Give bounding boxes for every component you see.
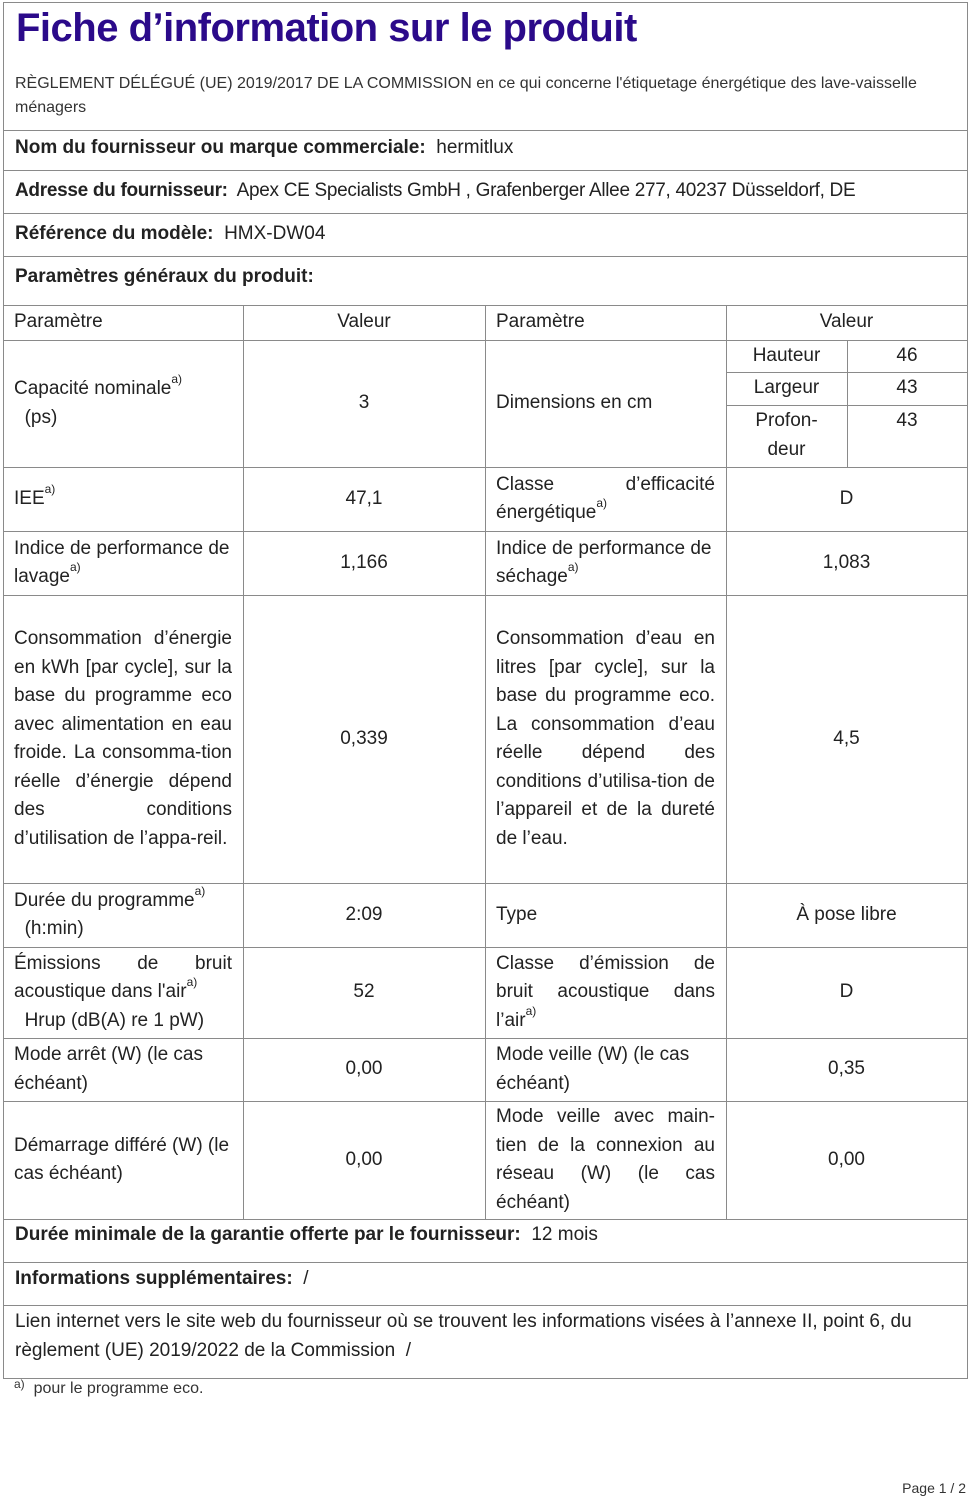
address-value: Apex CE Specialists GmbH , Grafenberger … (236, 180, 856, 201)
noise-label: Émissions de bruit acoustique dans l'air (14, 952, 232, 1003)
off-mode-label: Mode arrêt (W) (le cas échéant) (3, 1038, 244, 1102)
divider (3, 170, 967, 171)
footnote-mark: a) (596, 496, 608, 510)
header-parametre-2: Paramètre (485, 305, 727, 341)
divider (3, 1262, 967, 1263)
wash-index-value: 1,166 (243, 531, 486, 596)
energy-class-label: Classe d’efficacité énergétique (496, 473, 715, 524)
off-mode-value: 0,00 (243, 1038, 486, 1102)
duration-label: Durée du programme (14, 889, 195, 911)
link-label: Lien internet vers le site web du fourni… (15, 1311, 912, 1361)
depth-value: 43 (847, 405, 968, 468)
duration-value: 2:09 (243, 883, 486, 948)
general-params-row: Paramètres généraux du produit: (15, 266, 314, 288)
page-title: Fiche d’information sur le produit (16, 6, 637, 50)
additional-row: Informations supplémentaires: / (15, 1268, 309, 1290)
model-label: Référence du modèle: (15, 223, 214, 244)
capacity-value: 3 (243, 340, 486, 468)
depth-label: Profon-deur (726, 405, 848, 468)
footnote-mark: a) (186, 975, 198, 990)
delay-start-value: 0,00 (243, 1101, 486, 1220)
noise-label-cell: Émissions de bruit acoustique dans l'air… (3, 947, 244, 1039)
warranty-value: 12 mois (531, 1224, 598, 1245)
wash-index-label-cell: Indice de performance de lavagea) (3, 531, 244, 596)
warranty-row: Durée minimale de la garantie offerte pa… (15, 1224, 598, 1246)
capacity-label: Capacité nominale (14, 378, 172, 399)
type-value: À pose libre (726, 883, 968, 948)
supplier-row: Nom du fournisseur ou marque commerciale… (15, 137, 513, 159)
dimensions-label: Dimensions en cm (485, 340, 727, 468)
networked-standby-value: 0,00 (726, 1101, 968, 1220)
footnote-mark: a) (14, 1377, 25, 1391)
supplier-value: hermitlux (436, 137, 514, 158)
page-number: Page 1 / 2 (902, 1480, 966, 1496)
water-label: Consommation d’eau en litres [par cycle]… (496, 628, 715, 849)
general-params-label: Paramètres généraux du produit: (15, 266, 314, 287)
type-label: Type (485, 883, 727, 948)
warranty-label: Durée minimale de la garantie offerte pa… (15, 1224, 521, 1245)
regulation-text: RÈGLEMENT DÉLÉGUÉ (UE) 2019/2017 DE LA C… (15, 75, 917, 116)
energy-class-value: D (726, 467, 968, 532)
link-value: / (405, 1340, 412, 1361)
noise-class-label-cell: Classe d’émission de bruit acoustique da… (485, 947, 727, 1039)
delay-start-label: Démarrage différé (W) (le cas échéant) (3, 1101, 244, 1220)
header-valeur-1: Valeur (243, 305, 486, 341)
capacity-label-cell: Capacité nominalea) (ps) (3, 340, 244, 468)
divider (3, 256, 967, 257)
divider (3, 213, 967, 214)
divider (3, 130, 967, 131)
standby-value: 0,35 (726, 1038, 968, 1102)
duration-label-cell: Durée du programmea) (h:min) (3, 883, 244, 948)
noise-class-label: Classe d’émission de bruit acoustique da… (496, 952, 715, 1031)
noise-value: 52 (243, 947, 486, 1039)
dry-index-value: 1,083 (726, 531, 968, 596)
noise-class-value: D (726, 947, 968, 1039)
standby-label: Mode veille (W) (le cas échéant) (485, 1038, 727, 1102)
iee-value: 47,1 (243, 467, 486, 532)
footnote-mark: a) (567, 560, 579, 574)
header-valeur-2: Valeur (726, 305, 968, 341)
model-row: Référence du modèle: HMX-DW04 (15, 223, 325, 245)
iee-label: IEE (14, 487, 45, 509)
width-label: Largeur (726, 372, 848, 406)
footnote-mark: a) (70, 560, 81, 574)
energy-label-cell: Consommation d’énergie en kWh [par cycle… (3, 595, 244, 884)
width-value: 43 (847, 372, 968, 406)
link-row: Lien internet vers le site web du fourni… (15, 1307, 955, 1365)
header-parametre-1: Paramètre (3, 305, 244, 341)
model-value: HMX-DW04 (224, 223, 326, 244)
energy-label: Consommation d’énergie en kWh [par cycle… (14, 628, 232, 849)
footnote-mark: a) (171, 372, 183, 386)
energy-class-label-cell: Classe d’efficacité énergétiquea) (485, 467, 727, 532)
wash-index-label: Indice de performance de lavage (14, 537, 230, 588)
iee-label-cell: IEEa) (3, 467, 244, 532)
height-value: 46 (847, 340, 968, 373)
height-label: Hauteur (726, 340, 848, 373)
footnote: a) pour le programme eco. (14, 1377, 204, 1398)
networked-standby-label: Mode veille avec main-tien de la connexi… (496, 1106, 715, 1213)
noise-unit: Hrup (dB(A) re 1 pW) (24, 1009, 205, 1031)
dry-index-label: Indice de performance de séchage (496, 537, 712, 588)
water-value: 4,5 (726, 595, 968, 884)
water-label-cell: Consommation d’eau en litres [par cycle]… (485, 595, 727, 884)
address-label: Adresse du fournisseur: (15, 180, 228, 201)
networked-standby-label-cell: Mode veille avec main-tien de la connexi… (485, 1101, 727, 1220)
capacity-unit: (ps) (24, 406, 58, 428)
address-row: Adresse du fournisseur: Apex CE Speciali… (15, 180, 856, 202)
footnote-mark: a) (194, 883, 206, 898)
footnote-mark: a) (525, 1003, 537, 1018)
energy-value: 0,339 (243, 595, 486, 884)
divider (3, 1305, 967, 1306)
dry-index-label-cell: Indice de performance de séchagea) (485, 531, 727, 596)
additional-value: / (303, 1268, 309, 1289)
footnote-mark: a) (44, 481, 56, 496)
supplier-label: Nom du fournisseur ou marque commerciale… (15, 137, 426, 158)
additional-label: Informations supplémentaires: (15, 1268, 293, 1289)
duration-unit: (h:min) (24, 918, 84, 939)
footnote-text: pour le programme eco. (33, 1380, 204, 1397)
